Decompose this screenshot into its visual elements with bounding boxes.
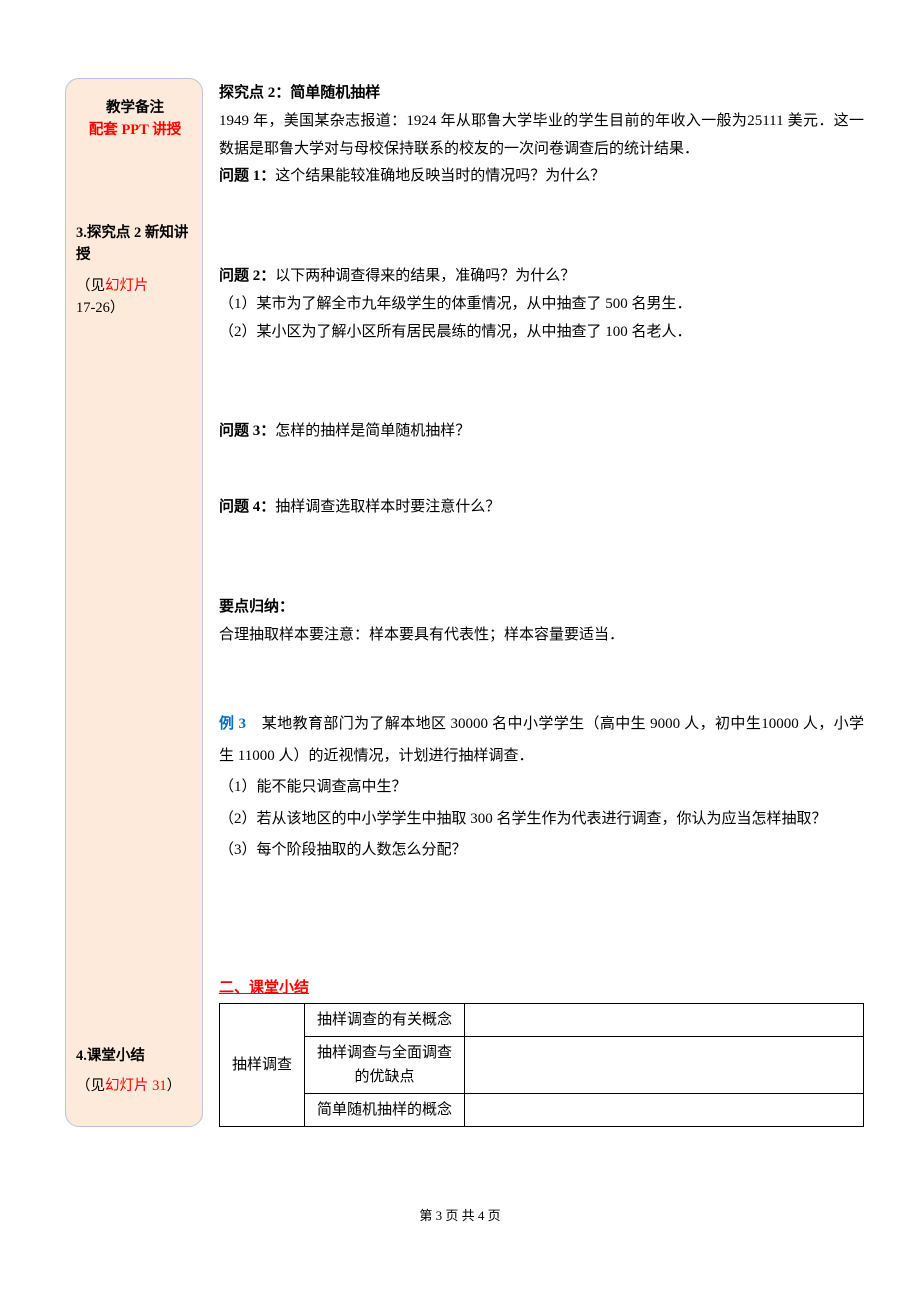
table-row: 抽样调查与全面调查的优缺点	[220, 1036, 864, 1093]
sidebar-section-4: 4.课堂小结	[76, 1045, 194, 1067]
page-footer: 第 3 页 共 4 页	[0, 1205, 920, 1254]
sidebar-s4-slide-prefix: （见	[76, 1078, 105, 1094]
sidebar-gap	[76, 320, 194, 1035]
sidebar-subtitle-red: PPT	[118, 122, 152, 138]
q3-text: 怎样的抽样是简单随机抽样？	[275, 423, 470, 439]
table-cell-r1c3	[465, 1003, 864, 1036]
q1-text: 这个结果能较准确地反映当时的情况吗？为什么？	[275, 168, 605, 184]
spacer	[219, 522, 864, 594]
q1-label: 问题 1：	[219, 168, 275, 184]
spacer	[219, 446, 864, 494]
keypoint-text: 合理抽取样本要注意：样本要具有代表性；样本容量要适当．	[219, 622, 864, 650]
table-cell-r3c2: 简单随机抽样的概念	[305, 1093, 465, 1126]
section-2-title: 二、课堂小结	[219, 975, 864, 1003]
sidebar-title: 教学备注	[76, 97, 194, 119]
sidebar-section4-slide: （见幻灯片 31）	[76, 1075, 194, 1097]
intro-paragraph: 1949 年，美国某杂志报道：1924 年从耶鲁大学毕业的学生目前的年收入一般为…	[219, 108, 864, 164]
sidebar-subtitle-suffix: 讲授	[152, 122, 181, 138]
q2-item-2: （2）某小区为了解小区所有居民晨练的情况，从中抽查了 100 名老人．	[219, 319, 864, 347]
sidebar-section4-label: 课堂小结	[87, 1048, 145, 1064]
q3-label: 问题 3：	[219, 423, 275, 439]
table-cell-r2c2: 抽样调查与全面调查的优缺点	[305, 1036, 465, 1093]
q4-text: 抽样调查选取样本时要注意什么？	[275, 499, 500, 515]
table-cell-r3c3	[465, 1093, 864, 1126]
sidebar-section3-label: 探究点 2 新知讲授	[76, 225, 188, 263]
sidebar-section4-num: 4.	[76, 1048, 87, 1064]
table-row: 抽样调查 抽样调查的有关概念	[220, 1003, 864, 1036]
spacer	[219, 649, 864, 709]
ex3-q1: （1）能不能只调查高中生？	[219, 772, 864, 804]
table-cell-r1c2: 抽样调查的有关概念	[305, 1003, 465, 1036]
sidebar-section-3: 3.探究点 2 新知讲授	[76, 222, 194, 267]
example-3: 例 3 某地教育部门为了解本地区 30000 名中小学学生（高中生 9000 人…	[219, 709, 864, 867]
table-row: 简单随机抽样的概念	[220, 1093, 864, 1126]
keypoint-label: 要点归纳：	[219, 594, 864, 622]
sidebar-s4-slide-suffix: ）	[167, 1078, 182, 1094]
sidebar-s4-slide-red: 幻灯片 31	[105, 1078, 167, 1094]
sidebar: 教学备注 配套 PPT 讲授 3.探究点 2 新知讲授 （见幻灯片 17-26）…	[65, 78, 203, 1127]
table-cell-r2c3	[465, 1036, 864, 1093]
content-heading: 探究点 2：简单随机抽样	[219, 80, 864, 108]
spacer	[219, 191, 864, 263]
q2-label: 问题 2：	[219, 268, 275, 284]
ex3-text: 某地教育部门为了解本地区 30000 名中小学学生（高中生 9000 人，初中生…	[219, 716, 864, 764]
spacer	[219, 867, 864, 975]
q2-text: 以下两种调查得来的结果，准确吗？为什么？	[275, 268, 575, 284]
summary-table: 抽样调查 抽样调查的有关概念 抽样调查与全面调查的优缺点 简单随机抽样的概念	[219, 1003, 864, 1127]
sidebar-section3-num: 3.	[76, 225, 87, 241]
question-3: 问题 3：怎样的抽样是简单随机抽样？	[219, 418, 864, 446]
sidebar-s3-slide-prefix: （见	[76, 278, 105, 294]
sidebar-s3-slide-red: 幻灯片	[105, 278, 149, 294]
ex3-line1: 例 3 某地教育部门为了解本地区 30000 名中小学学生（高中生 9000 人…	[219, 709, 864, 772]
spacer	[219, 346, 864, 418]
q4-label: 问题 4：	[219, 499, 275, 515]
sidebar-s3-slide-suffix: 17-26）	[76, 300, 124, 316]
sidebar-subtitle: 配套 PPT 讲授	[76, 119, 194, 141]
question-1: 问题 1：这个结果能较准确地反映当时的情况吗？为什么？	[219, 163, 864, 191]
ex3-q2: （2）若从该地区的中小学学生中抽取 300 名学生作为代表进行调查，你认为应当怎…	[219, 804, 864, 836]
ex3-label: 例 3	[219, 716, 246, 732]
q2-item-1: （1）某市为了解全市九年级学生的体重情况，从中抽查了 500 名男生．	[219, 291, 864, 319]
ex3-q3: （3）每个阶段抽取的人数怎么分配？	[219, 835, 864, 867]
page-container: 教学备注 配套 PPT 讲授 3.探究点 2 新知讲授 （见幻灯片 17-26）…	[0, 0, 920, 1167]
sidebar-subtitle-prefix: 配套	[89, 122, 118, 138]
sidebar-section3-slide: （见幻灯片 17-26）	[76, 275, 194, 320]
table-cell-r1c1: 抽样调查	[220, 1003, 305, 1126]
content: 探究点 2：简单随机抽样 1949 年，美国某杂志报道：1924 年从耶鲁大学毕…	[211, 78, 864, 1127]
question-2: 问题 2：以下两种调查得来的结果，准确吗？为什么？	[219, 263, 864, 291]
question-4: 问题 4：抽样调查选取样本时要注意什么？	[219, 494, 864, 522]
